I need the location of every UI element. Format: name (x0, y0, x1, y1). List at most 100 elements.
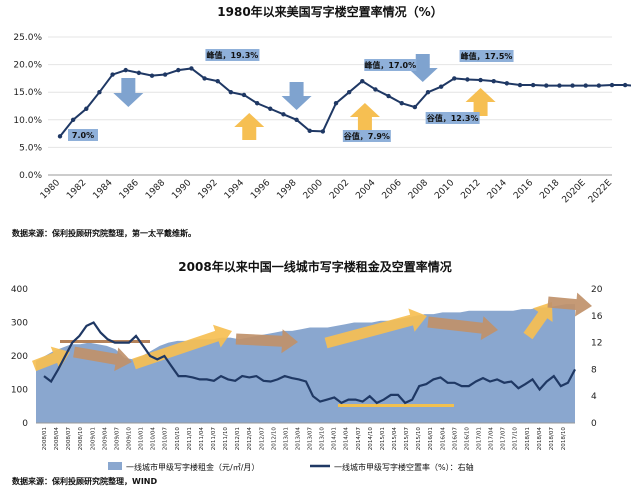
y-tick-label: 0.0% (19, 171, 42, 181)
x-tick-label: 2014 (486, 178, 509, 201)
data-point (149, 73, 155, 78)
data-point (189, 66, 194, 71)
vacancy-line (43, 321, 576, 405)
x-tick-label: 2009/10 (126, 427, 132, 451)
x-tick-label: 2011/07 (211, 427, 217, 451)
x-tick-label: 2015/10 (416, 427, 422, 451)
data-point (281, 112, 286, 117)
annotation-box (205, 49, 260, 61)
chart1-y-ticks: 0.0% 5.0% 10.0% 15.0% 20.0% 25.0% (13, 33, 42, 181)
x-tick-label: 2016/01 (428, 427, 434, 451)
data-point (373, 87, 378, 92)
band-gold (338, 404, 454, 407)
data-point (268, 106, 273, 111)
x-tick-label: 2012/04 (247, 427, 253, 451)
x-tick-label: 1980 (39, 178, 62, 201)
data-point (97, 90, 102, 95)
x-tick-label: 2014/01 (332, 427, 338, 451)
x-tick-label: 1988 (144, 178, 167, 201)
data-point (491, 78, 496, 84)
x-tick-label: 2009/01 (90, 427, 96, 451)
annotation-box (342, 130, 391, 142)
y-tick-label: 15.0% (13, 88, 42, 98)
data-point (333, 101, 339, 106)
x-tick-label: 2014/07 (356, 427, 362, 451)
x-tick-label: 1994 (223, 178, 246, 201)
x-tick-label: 2016/04 (440, 427, 446, 451)
data-point (609, 82, 615, 88)
arrow-up-icon (234, 113, 265, 140)
x-tick-label: 2020E (561, 178, 589, 206)
x-tick-label: 2008/07 (66, 427, 72, 451)
chart2-source: 数据来源：保利投顾研究院整理，WIND (12, 476, 157, 486)
data-point (241, 92, 247, 98)
annotation-box (425, 112, 480, 124)
annotation-label: 7.0% (72, 131, 94, 140)
x-tick-label: 2006 (381, 178, 404, 201)
data-point (530, 82, 536, 88)
data-point (202, 76, 207, 81)
y-tick-label: 10.0% (13, 116, 42, 126)
band-brown (60, 340, 150, 343)
chart2-vacancy-line (43, 321, 576, 405)
data-point (162, 72, 168, 77)
x-tick-label: 2018 (538, 178, 561, 201)
x-tick-label: 2012/10 (271, 427, 277, 451)
data-point (596, 83, 602, 88)
arrow-brown-icon (235, 329, 298, 354)
chart2-rent-area (36, 304, 575, 424)
annotation-label: 峰值，19.3% (207, 50, 259, 60)
left-y-tick-label: 300 (11, 319, 28, 329)
x-tick-label: 2009/07 (114, 427, 120, 451)
x-tick-label: 2013/01 (283, 427, 289, 451)
legend-rent-label: 一线城市甲级写字楼租金（元/㎡/月） (126, 462, 259, 472)
legend-vacancy-label: 一线城市甲级写字楼空置率（%）：右轴 (334, 462, 474, 472)
x-tick-label: 2002 (328, 178, 351, 201)
x-tick-label: 1986 (118, 178, 141, 201)
x-tick-label: 1982 (65, 178, 88, 201)
chart1-x-ticks: 1980 1982 1984 1986 1988 1990 1992 1994 1996 1998… (39, 178, 614, 206)
arrow-up-icon (465, 88, 496, 116)
chart2-left-y-ticks: 0 100 200 300 400 (11, 285, 28, 429)
x-tick-label: 2016/07 (452, 427, 458, 451)
data-point (452, 76, 457, 81)
left-y-tick-label: 200 (11, 352, 28, 362)
x-tick-label: 2016/10 (464, 427, 470, 451)
x-tick-label: 1992 (197, 178, 220, 201)
x-tick-label: 2017/10 (513, 427, 519, 451)
chart1-title: 1980年以来美国写字楼空置率情况（%） (217, 4, 442, 19)
right-y-tick-label: 8 (591, 365, 597, 375)
x-tick-label: 2012/01 (235, 427, 241, 451)
x-tick-label: 1998 (275, 178, 298, 201)
x-tick-label: 2011/01 (187, 427, 193, 451)
left-y-tick-label: 100 (11, 386, 28, 396)
arrow-up-icon (523, 302, 553, 340)
x-tick-label: 2008/01 (42, 427, 48, 451)
x-tick-label: 2008 (407, 178, 430, 201)
x-tick-label: 2010/04 (151, 427, 157, 451)
chart1-series-line (57, 66, 631, 139)
chart2-x-ticks: 2008/01 2008/04 2008/07 2008/10 2009/01 2009/… (42, 427, 567, 451)
data-point (517, 82, 523, 88)
x-tick-label: 2010/01 (139, 427, 145, 451)
data-point (622, 82, 628, 88)
chart1-source: 数据来源：保利投顾研究院整理，第一太平戴维斯。 (12, 228, 196, 238)
y-tick-label: 25.0% (13, 33, 42, 43)
data-point (465, 77, 470, 82)
data-point (399, 101, 404, 106)
right-y-tick-label: 20 (591, 285, 603, 295)
data-point (110, 72, 115, 77)
annotation-box (364, 59, 417, 71)
x-tick-label: 2018/01 (525, 427, 531, 451)
x-tick-label: 2018/04 (537, 427, 543, 451)
x-tick-label: 2014/04 (344, 427, 350, 451)
x-tick-label: 2010 (433, 178, 456, 201)
data-point (570, 83, 575, 88)
x-tick-label: 2015/01 (380, 427, 386, 451)
vacancy-line (59, 67, 631, 137)
annotation-box (459, 50, 514, 62)
y-tick-label: 20.0% (13, 61, 42, 71)
right-y-tick-label: 16 (591, 312, 603, 322)
data-point (254, 101, 260, 106)
